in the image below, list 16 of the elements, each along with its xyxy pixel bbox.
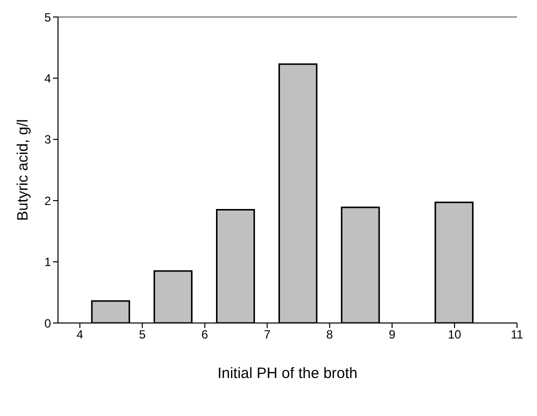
x-tick-label: 7 xyxy=(264,328,271,342)
y-tick-label: 4 xyxy=(44,71,52,86)
y-tick-label: 2 xyxy=(44,194,52,208)
y-axis-title: Butyric acid, g/l xyxy=(14,119,32,221)
x-tick-label: 6 xyxy=(201,328,208,342)
y-tick-label: 5 xyxy=(44,10,52,24)
x-tick-label: 5 xyxy=(138,328,146,342)
x-tick-label: 9 xyxy=(388,328,396,342)
x-tick-label: 11 xyxy=(510,328,524,342)
x-axis-title: Initial PH of the broth xyxy=(217,365,358,382)
x-tick-label: 10 xyxy=(448,328,462,342)
y-tick-label: 1 xyxy=(44,255,52,270)
y-tick-label: 0 xyxy=(44,316,52,330)
y-tick-label: 3 xyxy=(44,132,52,147)
x-tick-label: 4 xyxy=(76,328,84,342)
x-tick-label: 8 xyxy=(326,328,334,342)
